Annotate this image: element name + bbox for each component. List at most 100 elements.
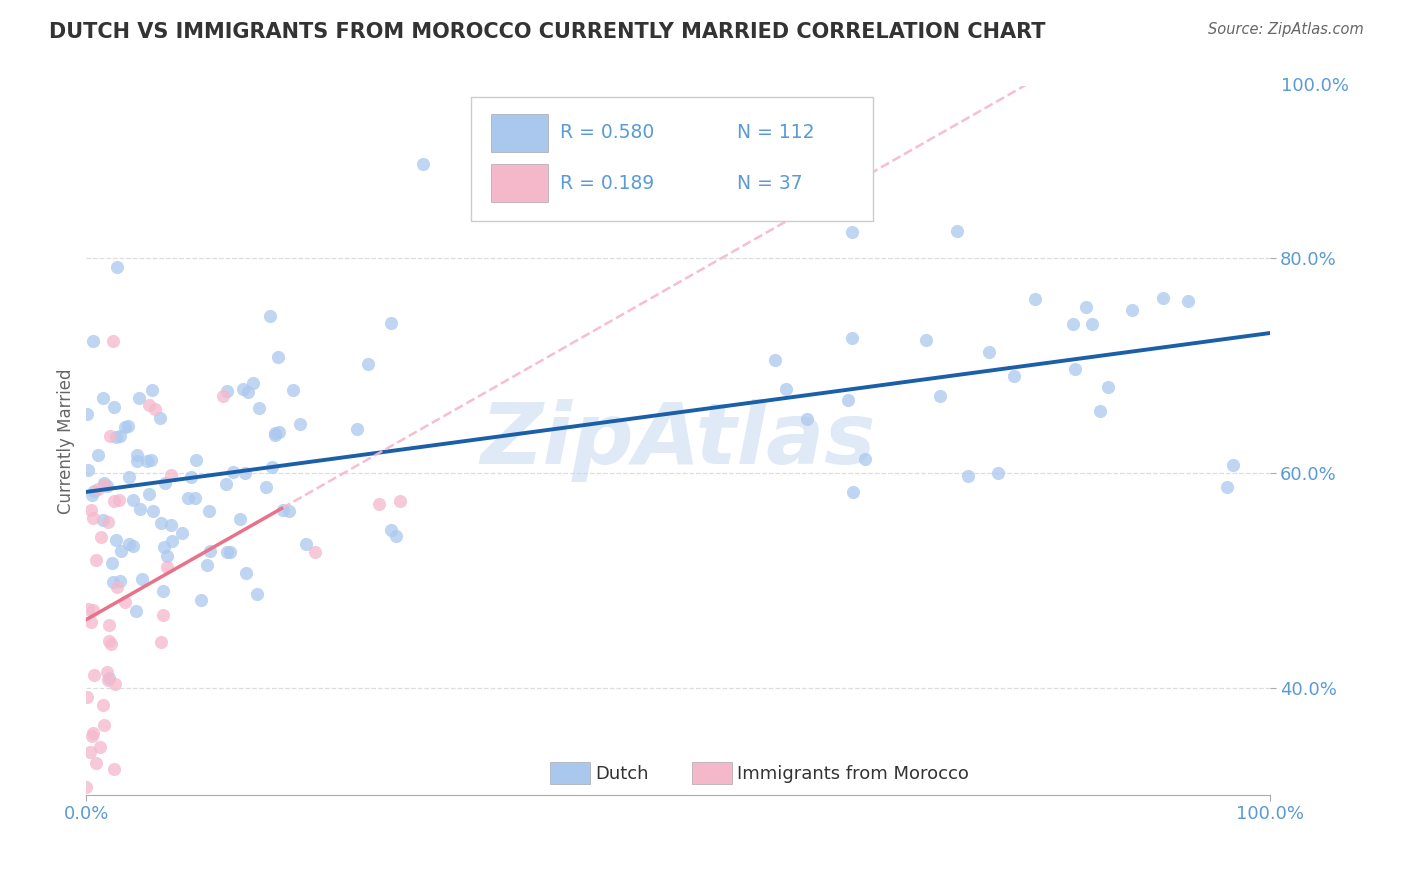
Point: [149, 410, 172, 425]
Point: [143, 402, 166, 417]
Point: [156, 560, 179, 574]
Point: [259, 309, 281, 323]
Point: [100, 637, 122, 651]
Point: [195, 558, 218, 572]
Point: [1064, 362, 1087, 376]
Point: [215, 545, 238, 559]
FancyBboxPatch shape: [550, 763, 591, 784]
Point: [254, 481, 277, 495]
Point: [215, 476, 238, 491]
Point: [138, 398, 160, 412]
Point: [853, 451, 876, 466]
Point: [104, 677, 127, 691]
Point: [118, 537, 141, 551]
Point: [125, 454, 148, 468]
FancyBboxPatch shape: [491, 163, 548, 202]
Point: [77, 602, 100, 616]
Point: [1222, 458, 1244, 473]
Point: [841, 330, 863, 344]
Point: [86, 482, 108, 496]
Point: [150, 516, 173, 530]
Point: [837, 392, 859, 407]
Point: [96, 479, 118, 493]
Point: [914, 334, 936, 348]
Point: [1024, 292, 1046, 306]
Point: [763, 352, 786, 367]
Point: [172, 525, 194, 540]
Text: 100.0%: 100.0%: [1281, 78, 1348, 95]
Point: [160, 533, 183, 548]
Point: [1152, 291, 1174, 305]
Text: R = 0.580: R = 0.580: [560, 123, 654, 142]
Point: [90, 530, 112, 544]
Point: [97, 618, 120, 632]
Point: [236, 384, 259, 399]
Point: [198, 543, 221, 558]
Point: [82, 603, 104, 617]
Point: [82, 729, 104, 743]
Point: [80, 503, 103, 517]
Point: [235, 566, 257, 581]
FancyBboxPatch shape: [491, 114, 548, 153]
Point: [76, 407, 98, 421]
Point: [1081, 317, 1104, 331]
Point: [156, 549, 179, 563]
Point: [176, 491, 198, 506]
Point: [84, 756, 107, 770]
Point: [91, 698, 114, 712]
FancyBboxPatch shape: [692, 763, 733, 784]
Point: [357, 357, 380, 371]
Point: [1076, 300, 1098, 314]
Point: [80, 615, 103, 629]
Point: [264, 427, 287, 442]
Point: [262, 460, 284, 475]
Text: R = 0.189: R = 0.189: [560, 174, 654, 193]
Point: [288, 417, 311, 431]
Point: [841, 485, 863, 500]
Point: [76, 780, 98, 794]
Point: [124, 604, 146, 618]
Point: [263, 425, 285, 440]
Point: [107, 260, 129, 274]
Point: [82, 726, 104, 740]
Point: [91, 391, 114, 405]
FancyBboxPatch shape: [471, 97, 873, 221]
Point: [103, 762, 125, 776]
Point: [979, 345, 1001, 359]
Point: [1002, 368, 1025, 383]
Point: [101, 556, 124, 570]
Point: [105, 580, 128, 594]
Point: [367, 497, 389, 511]
Point: [98, 634, 121, 648]
Point: [104, 533, 127, 547]
Point: [110, 544, 132, 558]
Point: [946, 224, 969, 238]
Point: [89, 739, 111, 754]
Point: [155, 476, 177, 491]
Point: [77, 462, 100, 476]
Point: [86, 448, 108, 462]
Point: [138, 487, 160, 501]
Point: [212, 389, 235, 403]
Point: [80, 488, 103, 502]
Point: [76, 690, 98, 705]
Point: [91, 513, 114, 527]
Point: [82, 511, 104, 525]
Point: [1062, 317, 1084, 331]
Text: DUTCH VS IMMIGRANTS FROM MOROCCO CURRENTLY MARRIED CORRELATION CHART: DUTCH VS IMMIGRANTS FROM MOROCCO CURRENT…: [49, 22, 1046, 42]
Point: [122, 540, 145, 554]
Point: [131, 572, 153, 586]
Point: [242, 376, 264, 391]
Point: [186, 453, 208, 467]
Text: Source: ZipAtlas.com: Source: ZipAtlas.com: [1208, 22, 1364, 37]
Point: [190, 593, 212, 607]
Point: [96, 665, 118, 679]
Point: [114, 595, 136, 609]
Point: [247, 401, 270, 415]
Point: [152, 583, 174, 598]
Point: [180, 470, 202, 484]
Point: [283, 384, 305, 398]
Point: [150, 635, 173, 649]
Point: [82, 334, 104, 348]
Point: [218, 545, 240, 559]
